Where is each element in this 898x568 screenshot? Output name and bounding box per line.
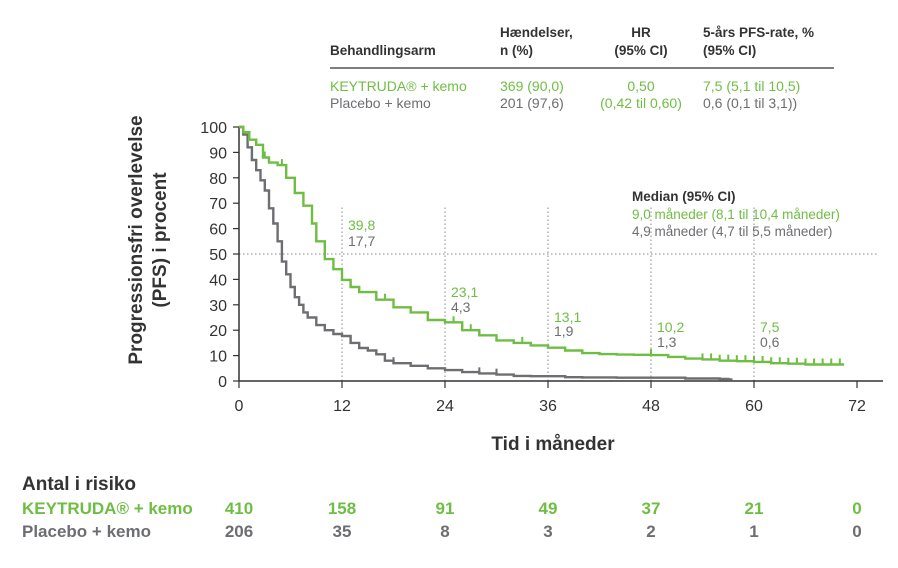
x-tick-label-72: 72: [848, 398, 866, 415]
header-rate-2: (95% CI): [703, 43, 756, 58]
summary-table: Behandlingsarm Hændelser, n (%) HR (95% …: [330, 25, 834, 111]
risk-value-placebo-0: 206: [225, 522, 253, 541]
milestone-keytruda-36: 13,1: [554, 309, 581, 325]
y-tick-label-0: 0: [218, 374, 227, 391]
milestone-keytruda-48: 10,2: [657, 319, 684, 335]
y-tick-label-80: 80: [209, 171, 227, 188]
y-tick-label-10: 10: [209, 349, 227, 366]
y-axis-title-line2: (PFS) i procent: [150, 172, 171, 308]
milestone-placebo-48: 1,3: [657, 334, 677, 350]
milestone-keytruda-60: 7,5: [760, 319, 780, 335]
row-placebo-hr: (0,42 til 0,60): [600, 95, 682, 111]
header-hr-1: HR: [631, 25, 651, 40]
risk-value-placebo-1: 35: [333, 522, 352, 541]
y-tick-label-20: 20: [209, 323, 227, 340]
risk-value-keytruda-5: 21: [745, 499, 764, 518]
median-legend: Median (95% CI) 9,0 måneder (8,1 til 10,…: [632, 189, 840, 239]
header-events-1: Hændelser,: [500, 25, 573, 40]
milestone-placebo-60: 0,6: [760, 334, 780, 350]
x-tick-label-24: 24: [436, 398, 454, 415]
milestone-placebo-12: 17,7: [348, 233, 375, 249]
risk-value-placebo-4: 2: [646, 522, 655, 541]
y-tick-label-100: 100: [200, 120, 227, 137]
x-tick-label-0: 0: [235, 398, 244, 415]
risk-value-keytruda-0: 410: [225, 499, 253, 518]
median-title: Median (95% CI): [632, 189, 736, 204]
x-tick-label-48: 48: [642, 398, 660, 415]
y-tick-label-60: 60: [209, 222, 227, 239]
y-tick-label-30: 30: [209, 298, 227, 315]
row-placebo-rate: 0,6 (0,1 til 3,1)): [703, 95, 797, 111]
row-keytruda-rate: 7,5 (5,1 til 10,5): [703, 78, 800, 94]
row-placebo-arm: Placebo + kemo: [330, 95, 431, 111]
x-axis-title: Tid i måneder: [491, 434, 615, 455]
median-keytruda: 9,0 måneder (8,1 til 10,4 måneder): [632, 207, 840, 222]
header-hr-2: (95% CI): [614, 43, 667, 58]
milestone-keytruda-12: 39,8: [348, 217, 375, 233]
y-tick-label-90: 90: [209, 145, 227, 162]
median-placebo: 4,9 måneder (4,7 til 5,5 måneder): [632, 224, 832, 239]
risk-title: Antal i risiko: [22, 474, 136, 495]
risk-value-keytruda-4: 37: [642, 499, 661, 518]
risk-table: Antal i risiko KEYTRUDA® + kemo Placebo …: [22, 474, 862, 541]
y-tick-label-70: 70: [209, 196, 227, 213]
risk-value-placebo-2: 8: [440, 522, 449, 541]
header-arm: Behandlingsarm: [330, 43, 436, 58]
risk-label-keytruda: KEYTRUDA® + kemo: [22, 499, 193, 518]
milestone-placebo-24: 4,3: [451, 299, 471, 315]
x-tick-label-60: 60: [745, 398, 763, 415]
x-tick-label-36: 36: [539, 398, 557, 415]
milestone-placebo-36: 1,9: [554, 323, 574, 339]
y-tick-label-50: 50: [209, 247, 227, 264]
risk-value-placebo-3: 3: [543, 522, 552, 541]
milestone-keytruda-24: 23,1: [451, 284, 478, 300]
header-rate-1: 5-års PFS-rate, %: [703, 25, 814, 40]
risk-value-keytruda-6: 0: [852, 499, 861, 518]
row-keytruda-hr: 0,50: [627, 78, 654, 94]
y-tick-label-40: 40: [209, 272, 227, 289]
risk-label-placebo: Placebo + kemo: [22, 522, 151, 541]
risk-value-keytruda-1: 158: [328, 499, 356, 518]
x-tick-label-12: 12: [333, 398, 351, 415]
header-events-2: n (%): [500, 43, 533, 58]
risk-value-placebo-6: 0: [852, 522, 861, 541]
risk-value-placebo-5: 1: [749, 522, 758, 541]
risk-value-keytruda-3: 49: [539, 499, 558, 518]
y-axis-title: Progressionsfri overlevelse (PFS) i proc…: [126, 115, 171, 364]
risk-value-keytruda-2: 91: [436, 499, 455, 518]
y-axis-title-line1: Progressionsfri overlevelse: [126, 115, 147, 364]
km-curve-keytruda: [239, 125, 845, 366]
row-keytruda-events: 369 (90,0): [500, 78, 564, 94]
row-placebo-events: 201 (97,6): [500, 95, 564, 111]
row-keytruda-arm: KEYTRUDA® + kemo: [330, 78, 467, 94]
